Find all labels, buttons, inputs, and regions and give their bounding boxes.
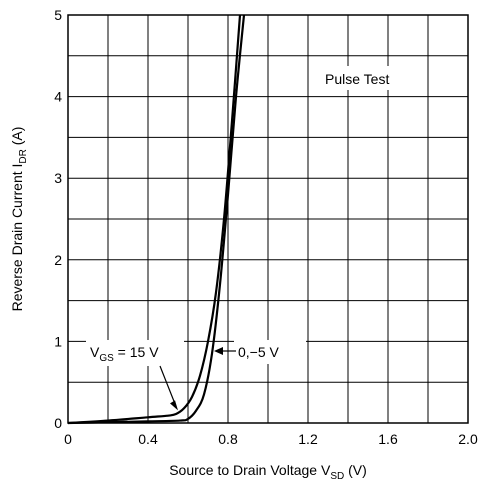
y-tick-label: 3 xyxy=(54,170,62,186)
curves xyxy=(67,14,246,425)
series-label-0-minus5-main: 0,−5 V xyxy=(238,344,280,360)
x-tick-label: 0.4 xyxy=(138,431,158,447)
x-tick-label: 0 xyxy=(64,431,72,447)
y-tick-label: 5 xyxy=(54,7,62,23)
y-tick-label: 1 xyxy=(54,333,62,349)
series-label-vgs15: VGS = 15 V xyxy=(86,340,184,366)
x-tick-labels: 0 0.4 0.8 1.2 1.6 2.0 xyxy=(64,431,478,447)
x-tick-label: 2.0 xyxy=(458,431,478,447)
series-label-vgs15-sub: GS xyxy=(99,353,114,364)
y-axis-title: Reverse Drain Current IDR (A) xyxy=(9,127,29,312)
series-label-vgs15-arrow xyxy=(159,365,177,407)
x-tick-label: 0.8 xyxy=(218,431,238,447)
annotation-text: Pulse Test xyxy=(325,71,389,87)
series-label-0-minus5: 0,−5 V xyxy=(234,340,306,364)
x-tick-label: 1.6 xyxy=(378,431,398,447)
series-line-1 xyxy=(67,14,246,425)
y-tick-label: 4 xyxy=(54,89,62,105)
y-tick-label: 2 xyxy=(54,252,62,268)
series-label-0-minus5-arrowhead xyxy=(214,347,223,355)
series-label-vgs15-main: V xyxy=(90,344,100,360)
y-tick-labels: 0 1 2 3 4 5 xyxy=(54,7,62,431)
x-axis-title: Source to Drain Voltage VSD (V) xyxy=(169,462,367,482)
x-tick-label: 1.2 xyxy=(298,431,318,447)
plot-frame xyxy=(67,14,469,424)
annotation-box: Pulse Test xyxy=(320,66,420,90)
series-line-0 xyxy=(67,14,242,425)
y-tick-label: 0 xyxy=(54,415,62,431)
series-label-vgs15-arrowhead xyxy=(170,400,178,411)
svg-text:0,−5 V: 0,−5 V xyxy=(238,344,280,360)
series-label-vgs15-rest: = 15 V xyxy=(114,344,159,360)
svg-text:VGS = 15 V: VGS = 15 V xyxy=(90,344,159,364)
